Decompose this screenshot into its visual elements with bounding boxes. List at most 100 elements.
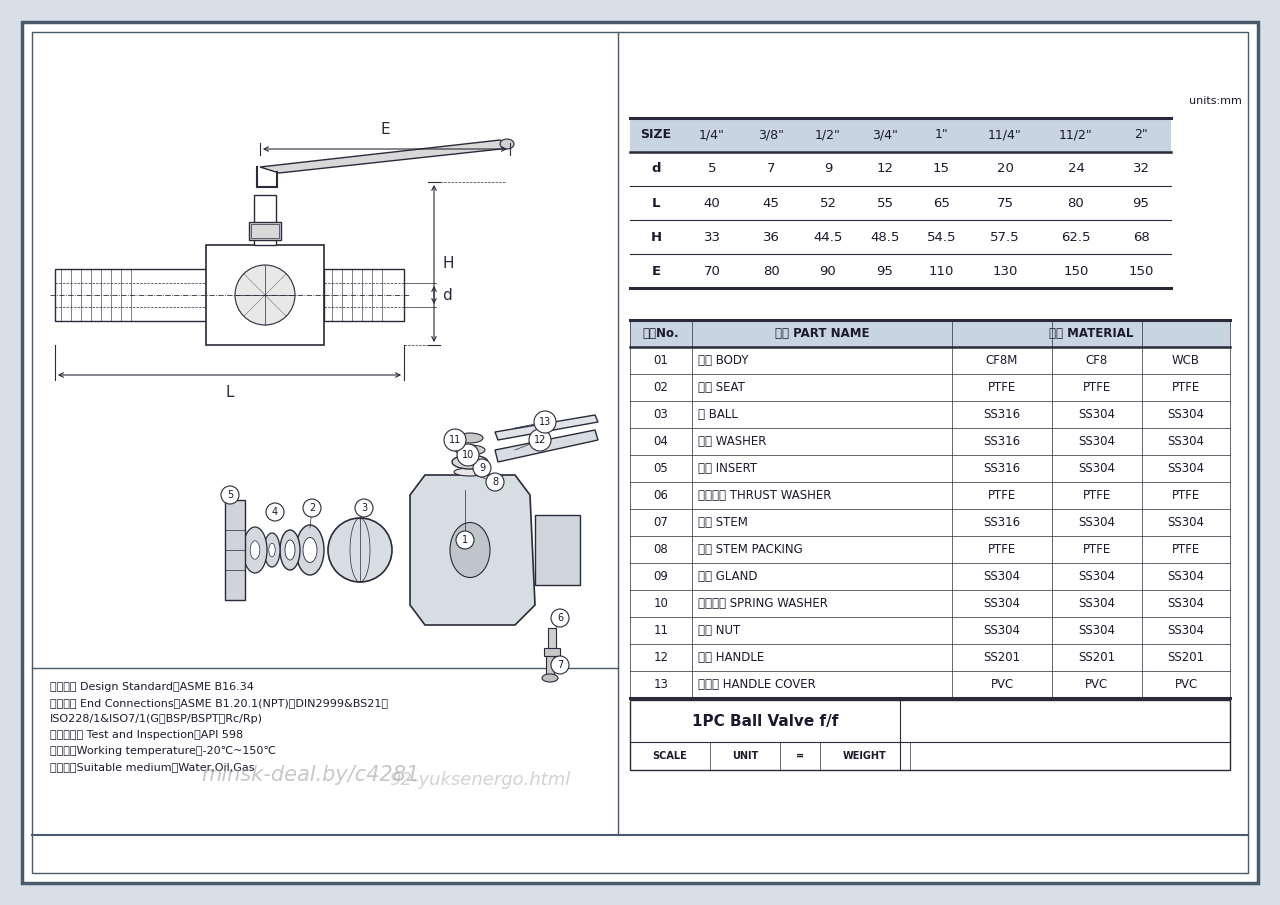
Text: SS304: SS304	[983, 597, 1020, 610]
Text: SS304: SS304	[1079, 570, 1115, 583]
Ellipse shape	[243, 527, 268, 573]
Text: 33: 33	[704, 231, 721, 243]
Ellipse shape	[303, 538, 317, 563]
Polygon shape	[535, 515, 580, 585]
Bar	[548, 628, 556, 650]
Text: 10: 10	[462, 450, 474, 460]
Text: 10: 10	[654, 597, 668, 610]
Text: 48.5: 48.5	[870, 231, 900, 243]
Text: 110: 110	[929, 264, 954, 278]
Text: 44.5: 44.5	[813, 231, 842, 243]
Text: SIZE: SIZE	[640, 129, 672, 141]
Text: SS316: SS316	[983, 462, 1020, 475]
Circle shape	[355, 499, 372, 517]
Text: 40: 40	[704, 196, 721, 209]
Text: 手柄 HANDLE: 手柄 HANDLE	[698, 651, 764, 664]
Text: UNIT: UNIT	[732, 751, 758, 761]
Circle shape	[328, 518, 392, 582]
Text: 名称 PART NAME: 名称 PART NAME	[774, 327, 869, 340]
Text: SS304: SS304	[1079, 516, 1115, 529]
Text: SS304: SS304	[1167, 570, 1204, 583]
Bar	[324, 269, 404, 321]
Circle shape	[457, 444, 479, 466]
Circle shape	[266, 503, 284, 521]
Text: 3/4": 3/4"	[872, 129, 899, 141]
Text: 材料 MATERIAL: 材料 MATERIAL	[1048, 327, 1133, 340]
Text: H: H	[442, 256, 453, 271]
Text: 65: 65	[933, 196, 950, 209]
Text: SS304: SS304	[1079, 597, 1115, 610]
Circle shape	[529, 429, 550, 451]
Polygon shape	[225, 500, 244, 600]
Bar	[250, 222, 282, 240]
Text: 11/4": 11/4"	[988, 129, 1021, 141]
Circle shape	[534, 411, 556, 433]
Text: 3/8": 3/8"	[758, 129, 783, 141]
Ellipse shape	[500, 139, 515, 149]
Text: SS304: SS304	[1167, 516, 1204, 529]
Text: 设计标准 Design Standard：ASME B16.34: 设计标准 Design Standard：ASME B16.34	[50, 682, 253, 692]
Text: SS201: SS201	[1079, 651, 1116, 664]
Text: 04: 04	[654, 435, 668, 448]
Bar	[630, 118, 1171, 152]
Text: 15: 15	[933, 163, 950, 176]
Text: 70: 70	[704, 264, 721, 278]
Text: 150: 150	[1064, 264, 1089, 278]
Polygon shape	[495, 430, 598, 462]
Text: SS304: SS304	[1167, 462, 1204, 475]
Text: 62.5: 62.5	[1061, 231, 1091, 243]
Bar	[544, 648, 561, 656]
Text: 5: 5	[708, 163, 717, 176]
Circle shape	[236, 265, 294, 325]
Text: WCB: WCB	[1172, 354, 1201, 367]
Text: 13: 13	[539, 417, 552, 427]
Text: SS304: SS304	[1167, 435, 1204, 448]
Text: SS316: SS316	[983, 516, 1020, 529]
Text: PVC: PVC	[991, 678, 1014, 691]
Text: CF8M: CF8M	[986, 354, 1018, 367]
Text: PTFE: PTFE	[988, 543, 1016, 556]
Text: 4: 4	[271, 507, 278, 517]
Text: 45: 45	[763, 196, 780, 209]
Text: 2": 2"	[1134, 129, 1148, 141]
Text: PTFE: PTFE	[1083, 543, 1111, 556]
Bar	[55, 269, 206, 321]
Text: SS316: SS316	[983, 435, 1020, 448]
Text: 80: 80	[1068, 196, 1084, 209]
Text: 压盖 GLAND: 压盖 GLAND	[698, 570, 758, 583]
Text: 90: 90	[819, 264, 836, 278]
Text: 08: 08	[654, 543, 668, 556]
Text: 序号No.: 序号No.	[643, 327, 680, 340]
Text: 92-yuksenergo.html: 92-yuksenergo.html	[389, 771, 571, 789]
Text: 球 BALL: 球 BALL	[698, 408, 737, 421]
Text: SS304: SS304	[983, 624, 1020, 637]
Text: 11: 11	[449, 435, 461, 445]
Text: E: E	[652, 264, 660, 278]
Text: 80: 80	[763, 264, 780, 278]
Text: 03: 03	[654, 408, 668, 421]
Text: SS304: SS304	[983, 570, 1020, 583]
Text: 1": 1"	[934, 129, 948, 141]
Text: 1PC Ball Valve f/f: 1PC Ball Valve f/f	[691, 713, 838, 729]
Text: 6: 6	[557, 613, 563, 623]
Text: PVC: PVC	[1085, 678, 1108, 691]
Text: 95: 95	[877, 264, 893, 278]
Bar	[253, 195, 276, 245]
Text: 阀杆 STEM: 阀杆 STEM	[698, 516, 748, 529]
Text: 01: 01	[654, 354, 668, 367]
Text: SS304: SS304	[1079, 408, 1115, 421]
Text: ISO228/1&ISO7/1(G，BSP/BSPT，Rc/Rp): ISO228/1&ISO7/1(G，BSP/BSPT，Rc/Rp)	[50, 714, 262, 724]
Text: E: E	[380, 122, 390, 137]
Text: 150: 150	[1128, 264, 1153, 278]
Text: SS304: SS304	[1079, 624, 1115, 637]
Text: 12: 12	[877, 163, 893, 176]
Bar	[630, 320, 1230, 347]
Text: 11: 11	[654, 624, 668, 637]
Text: 7: 7	[557, 660, 563, 670]
Text: SS304: SS304	[1167, 597, 1204, 610]
Text: 1/4": 1/4"	[699, 129, 724, 141]
Text: SS201: SS201	[983, 651, 1020, 664]
Text: 1: 1	[462, 535, 468, 545]
Text: 试验与检验 Test and Inspection：API 598: 试验与检验 Test and Inspection：API 598	[50, 730, 243, 740]
Text: 阀体 BODY: 阀体 BODY	[698, 354, 749, 367]
